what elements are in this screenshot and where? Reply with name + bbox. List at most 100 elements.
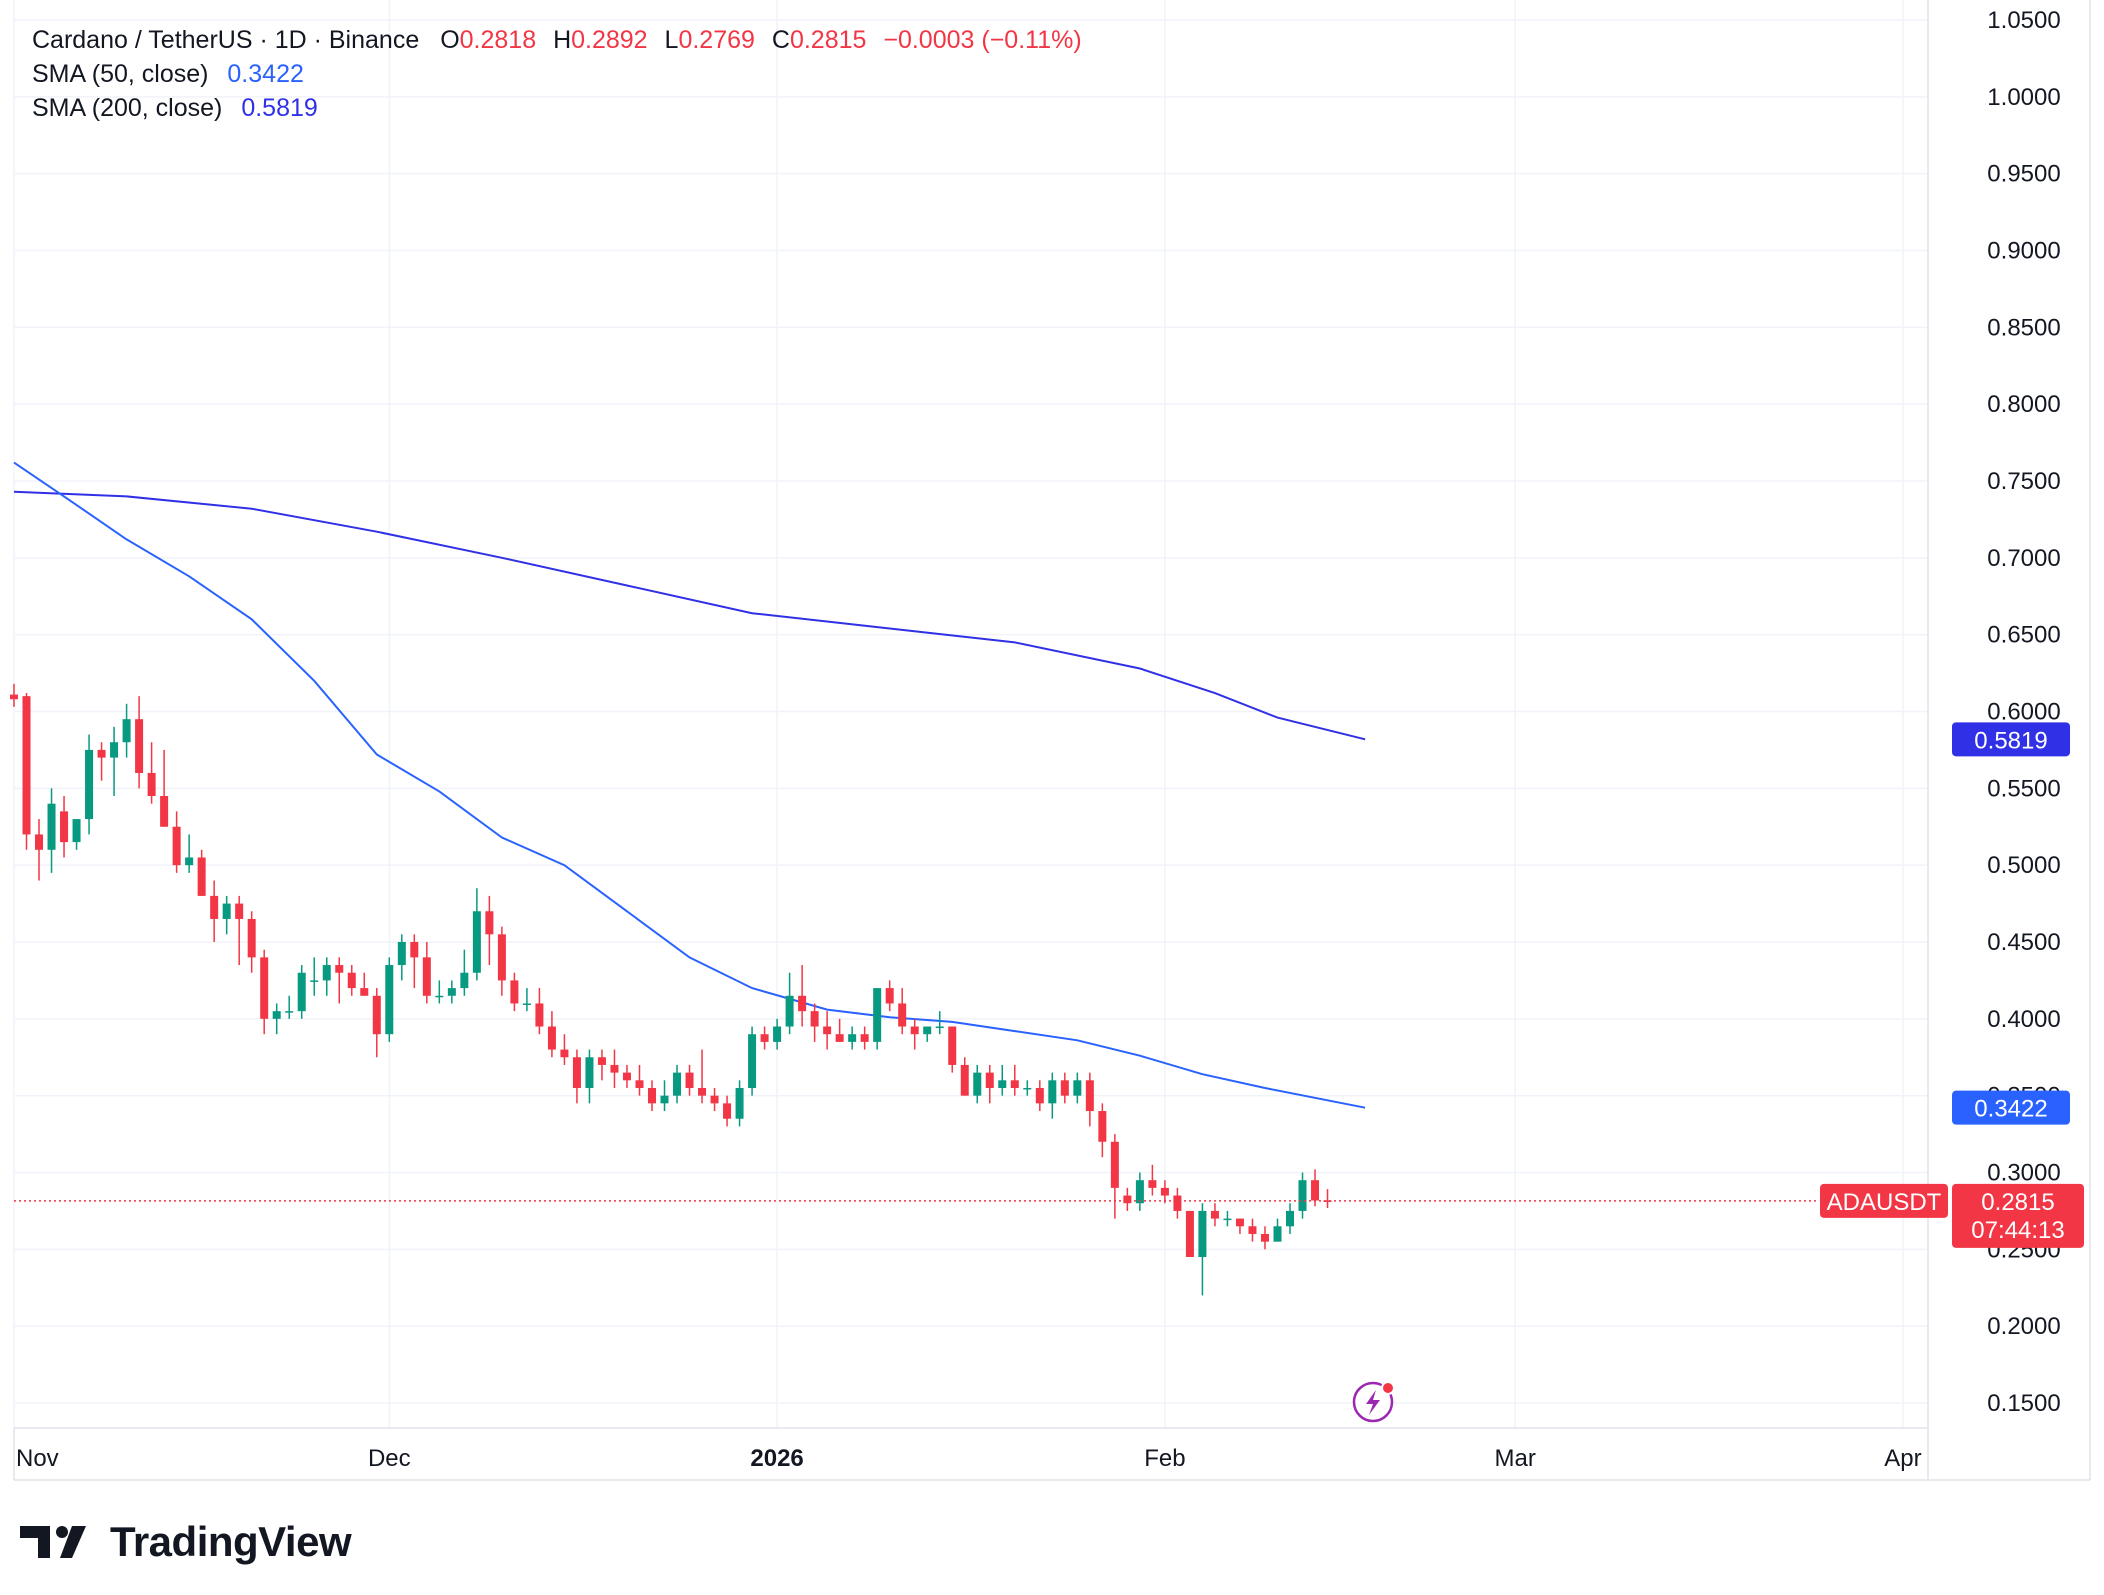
candle-body-20 — [247, 918, 256, 958]
candle-91 — [1135, 1172, 1144, 1211]
candle-body-19 — [235, 903, 244, 919]
candle-75 — [935, 1011, 944, 1035]
candle-73 — [910, 1018, 919, 1050]
candle-8 — [97, 742, 106, 781]
candle-body-97 — [1210, 1210, 1219, 1219]
symbol-title[interactable]: Cardano / TetherUS · 1D · Binance — [32, 26, 420, 54]
candle-32 — [397, 934, 406, 981]
candle-33 — [410, 934, 419, 989]
candle-50 — [622, 1064, 631, 1088]
candle-body-29 — [360, 988, 369, 996]
candle-87 — [1085, 1072, 1094, 1127]
candle-body-68 — [848, 1034, 857, 1042]
candle-body-85 — [1060, 1080, 1069, 1096]
candle-80 — [998, 1064, 1007, 1096]
candle-body-77 — [960, 1064, 969, 1096]
candle-97 — [1210, 1203, 1219, 1227]
candle-body-75 — [935, 1026, 944, 1029]
candle-4 — [47, 788, 56, 873]
candle-body-32 — [397, 942, 406, 966]
last-price-value: 0.2815 — [1981, 1189, 2054, 1216]
candle-22 — [272, 1003, 281, 1035]
candle-102 — [1273, 1218, 1282, 1242]
candle-body-24 — [297, 972, 306, 1012]
candle-body-83 — [1035, 1087, 1044, 1104]
candle-body-84 — [1048, 1080, 1057, 1104]
candle-49 — [610, 1049, 619, 1088]
candle-body-37 — [460, 972, 469, 989]
candle-body-61 — [760, 1034, 769, 1042]
price-tick-10: 0.5500 — [1987, 775, 2060, 802]
candle-78 — [973, 1064, 982, 1104]
price-tick-0: 1.0500 — [1987, 7, 2060, 34]
candle-body-78 — [973, 1072, 982, 1096]
candle-29 — [360, 972, 369, 996]
candle-25 — [310, 957, 319, 996]
candle-body-56 — [698, 1087, 707, 1096]
candle-64 — [798, 965, 807, 1027]
last-price-tag: ADAUSDT 0.2815 07:44:13 — [1820, 1183, 2084, 1248]
tradingview-logo[interactable]: TradingView — [20, 1518, 352, 1566]
candle-93 — [1160, 1180, 1169, 1204]
candle-body-63 — [785, 995, 794, 1027]
candle-68 — [848, 1026, 857, 1050]
legend-sma50[interactable]: SMA (50, close) 0.3422 — [32, 60, 304, 89]
candle-body-9 — [110, 742, 119, 758]
price-tick-1: 1.0000 — [1987, 84, 2060, 111]
candle-body-43 — [535, 1003, 544, 1027]
legend-sma200[interactable]: SMA (200, close) 0.5819 — [32, 94, 318, 123]
bar-countdown: 07:44:13 — [1971, 1217, 2064, 1244]
low-label: L — [664, 26, 679, 54]
sma50-value: 0.3422 — [227, 60, 304, 88]
candle-body-96 — [1198, 1210, 1207, 1258]
candle-92 — [1148, 1164, 1157, 1196]
time-tick-feb: Feb — [1144, 1445, 1185, 1472]
candle-66 — [823, 1011, 832, 1050]
high-value: 0.2892 — [571, 26, 648, 54]
candle-105 — [1311, 1169, 1320, 1207]
candle-61 — [760, 1026, 769, 1050]
time-axis[interactable]: Nov Dec 2026 Feb Mar Apr — [16, 1445, 1922, 1472]
candle-51 — [635, 1064, 644, 1096]
candle-body-15 — [185, 857, 194, 866]
candle-20 — [247, 911, 256, 973]
sma-50-path — [13, 461, 1366, 1109]
candle-body-105 — [1311, 1180, 1320, 1201]
candle-body-1 — [10, 694, 18, 700]
candle-45 — [560, 1034, 569, 1065]
candle-body-76 — [948, 1026, 957, 1065]
candle-99 — [1235, 1218, 1244, 1234]
lightning-icon[interactable] — [1352, 1381, 1395, 1423]
candle-body-21 — [260, 957, 269, 1019]
candle-body-72 — [898, 1003, 907, 1027]
candle-41 — [510, 972, 519, 1012]
price-tick-4: 0.8500 — [1987, 314, 2060, 341]
candle-96 — [1198, 1203, 1207, 1296]
grid-lines — [13, 0, 1928, 1428]
candle-47 — [585, 1049, 594, 1104]
price-tick-12: 0.4500 — [1987, 929, 2060, 956]
candle-body-91 — [1135, 1180, 1144, 1204]
candle-body-28 — [347, 972, 356, 989]
brand-name: TradingView — [110, 1518, 352, 1565]
candle-38 — [472, 888, 481, 981]
candle-body-41 — [510, 980, 519, 1004]
candle-body-46 — [572, 1057, 581, 1088]
candle-3 — [35, 819, 44, 881]
candle-body-100 — [1248, 1226, 1257, 1234]
candle-body-53 — [660, 1095, 669, 1104]
change-value: −0.0003 (−0.11%) — [883, 26, 1082, 54]
candle-body-103 — [1286, 1210, 1294, 1227]
candle-body-35 — [435, 995, 444, 998]
candle-1 — [10, 683, 18, 707]
candle-27 — [335, 957, 344, 1004]
candle-21 — [260, 949, 269, 1035]
candle-103 — [1286, 1203, 1294, 1234]
candle-58 — [723, 1095, 732, 1127]
price-axis[interactable]: 1.0500 1.0000 0.9500 0.9000 0.8500 0.8000 0.75… — [1987, 7, 2060, 1417]
candle-body-79 — [985, 1072, 994, 1088]
candle-body-33 — [410, 942, 419, 958]
tradingview-logo-icon — [20, 1526, 86, 1558]
price-tick-5: 0.8000 — [1987, 391, 2060, 418]
